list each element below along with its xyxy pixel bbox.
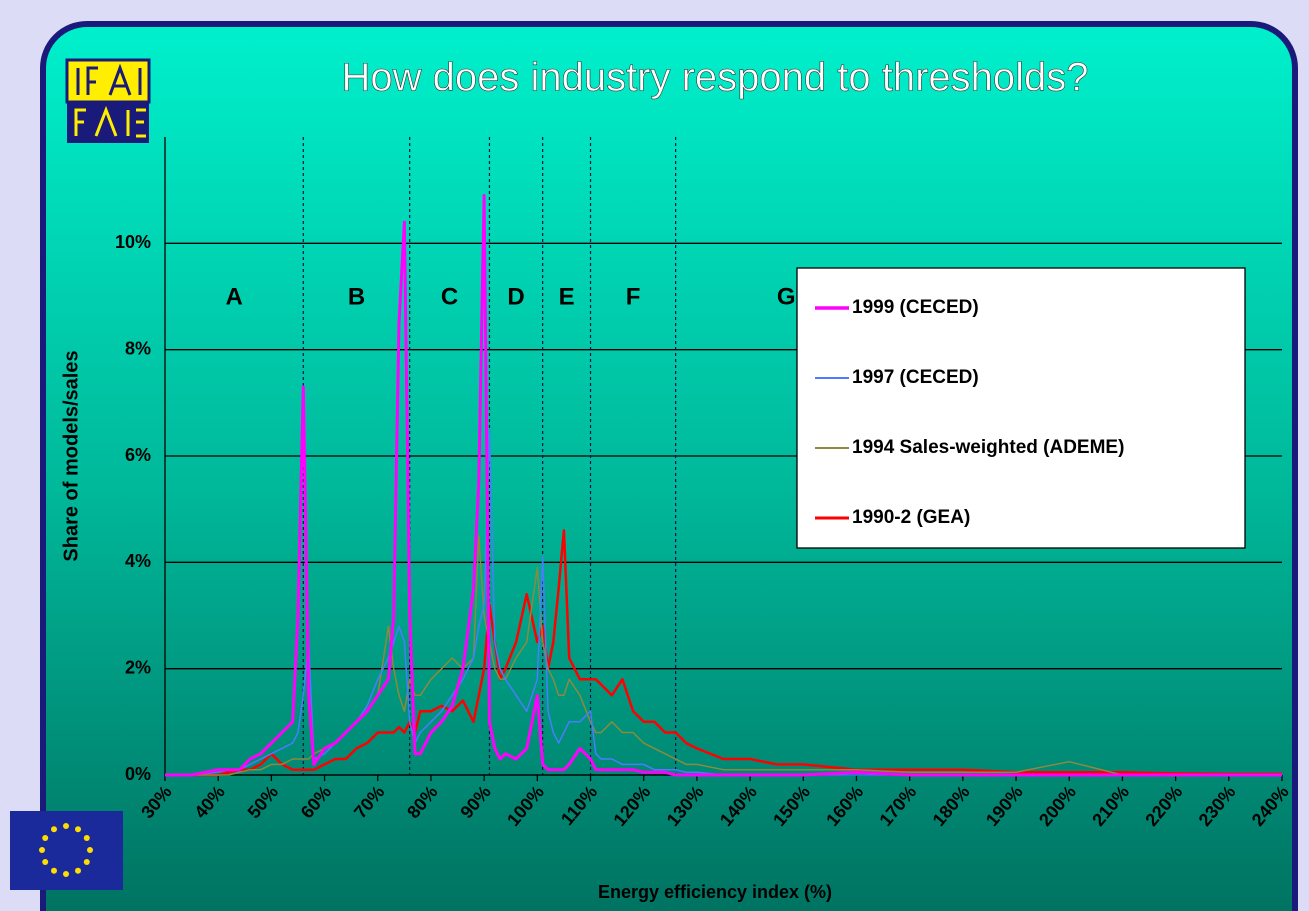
x-axis-label: Energy efficiency index (%) [598,882,832,902]
slide-panel [40,21,1298,911]
legend-label: 1990-2 (GEA) [852,507,970,528]
series-line [165,535,1282,776]
star [39,847,45,853]
series-line [165,194,1282,777]
star [42,859,49,865]
star [83,859,90,865]
star [63,871,69,877]
y-tick-label: 4% [125,551,151,571]
legend-label: 1994 Sales-weighted (ADEME) [852,437,1124,458]
class-label: F [626,283,641,310]
class-label: E [559,283,575,310]
star [51,867,57,874]
plot-area: 0%2%4%6%8%10%30% 40% 50% 60% 70% 80% 90% 100% 11… [115,137,1293,830]
y-tick-label: 0% [125,764,151,784]
star [75,867,81,874]
legend-box [796,267,1246,549]
star [63,823,69,829]
class-label: B [348,283,365,310]
star [83,835,90,841]
star [87,847,93,853]
class-label: A [225,283,242,310]
y-tick-label: 10% [115,232,151,252]
class-label: C [441,283,458,310]
y-tick-label: 6% [125,445,151,465]
iea-logo [65,58,151,143]
y-axis-label: Share of models/sales [60,350,82,561]
y-tick-label: 2% [125,657,151,677]
y-tick-label: 8% [125,338,151,358]
slide-title: How does industry respond to thresholds? [341,56,1088,100]
star [75,826,81,833]
class-label: G [777,283,796,310]
class-label: D [507,283,524,310]
legend-label: 1997 (CECED) [852,367,979,388]
eu-flag [10,811,123,890]
star [51,826,57,833]
legend-label: 1999 (CECED) [852,297,979,318]
star [42,835,49,841]
